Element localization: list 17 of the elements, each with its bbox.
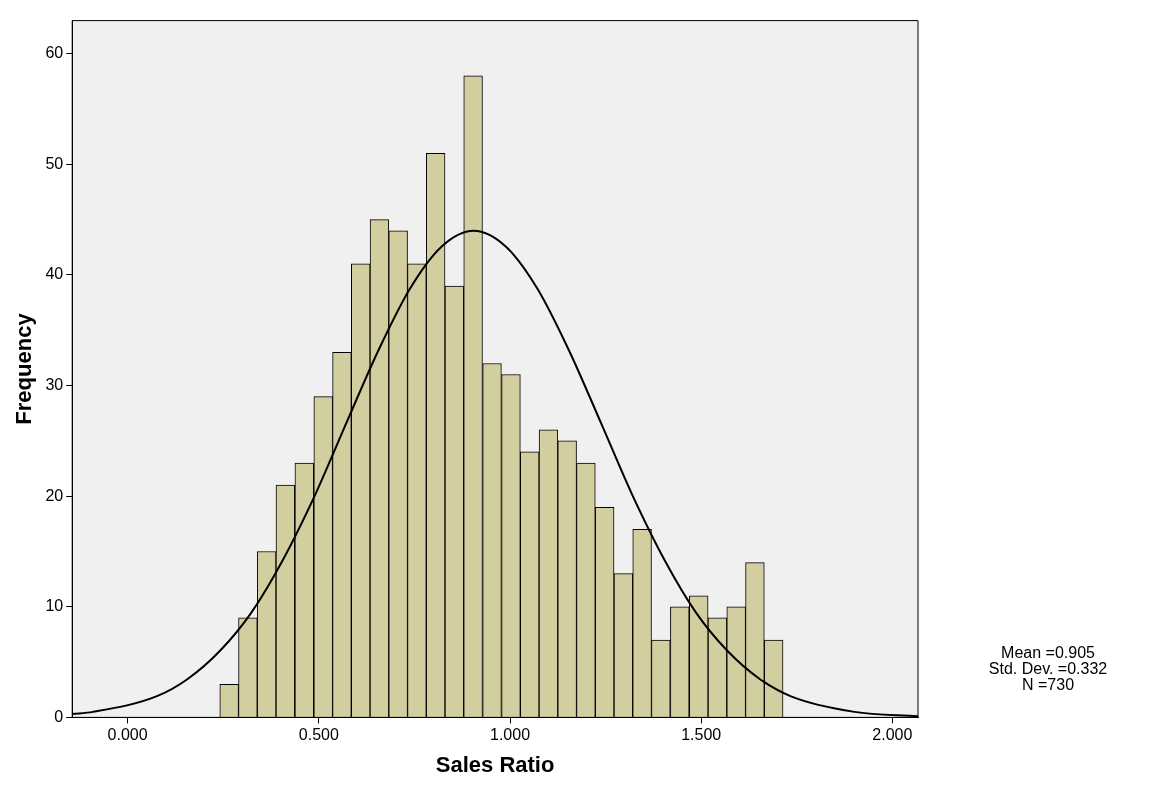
x-tick-label: 1.500	[681, 726, 722, 744]
y-axis-title: Frequency	[11, 312, 37, 425]
x-tick-label: 2.000	[872, 726, 913, 744]
x-tick-label: 0.000	[107, 726, 148, 744]
y-tick-label: 60	[45, 44, 64, 62]
text: Mean =0.905	[1001, 643, 1096, 661]
text: Std. Dev. =0.332	[988, 659, 1108, 677]
y-tick-label: 50	[45, 154, 64, 172]
x-tick-label: 1.000	[489, 726, 531, 744]
y-tick-label: 10	[45, 597, 64, 615]
y-tick-label: 40	[45, 265, 64, 283]
y-tick-label: 20	[45, 486, 64, 504]
x-axis-title: Sales Ratio	[435, 751, 555, 777]
text: N =730	[1021, 675, 1075, 693]
x-tick-label: 0.500	[298, 726, 339, 744]
y-tick-label: 30	[45, 376, 64, 393]
y-tick-label: 0	[54, 707, 64, 725]
